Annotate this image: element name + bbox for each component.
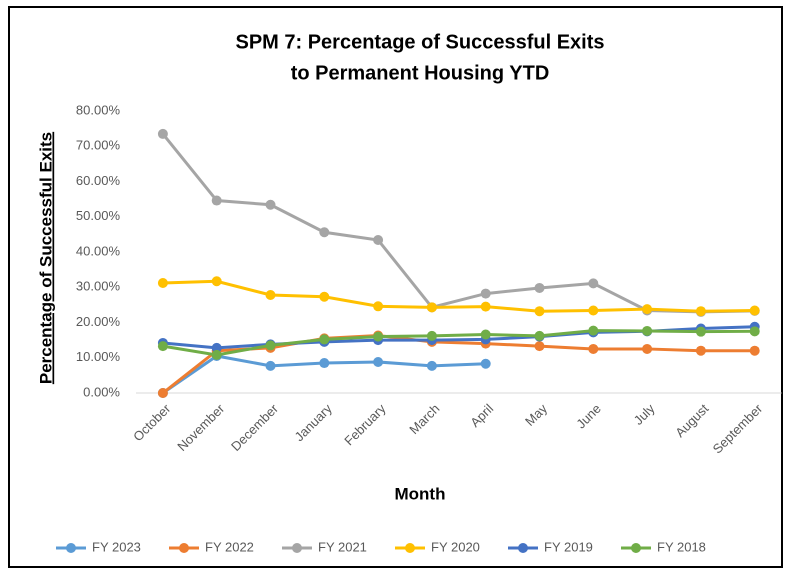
legend-marker: [66, 543, 76, 553]
data-point: [480, 288, 491, 299]
data-point: [642, 304, 653, 315]
data-point: [265, 199, 276, 210]
legend-label: FY 2022: [205, 539, 254, 554]
data-point: [211, 276, 222, 287]
data-point: [426, 330, 437, 341]
legend-marker: [292, 543, 302, 553]
y-tick-label: 30.00%: [76, 279, 121, 294]
data-point: [426, 360, 437, 371]
y-tick-label: 80.00%: [76, 102, 121, 117]
data-point: [319, 334, 330, 345]
series-line: [162, 279, 755, 313]
data-point: [373, 331, 384, 342]
data-point: [373, 301, 384, 312]
data-point: [534, 282, 545, 293]
data-point: [642, 343, 653, 354]
data-point: [211, 342, 222, 353]
chart-title: SPM 7: Percentage of Successful Exits: [235, 31, 604, 53]
data-point: [588, 325, 599, 336]
data-point: [695, 345, 706, 356]
data-point: [157, 278, 168, 289]
y-tick-label: 50.00%: [76, 208, 121, 223]
data-point: [588, 343, 599, 354]
y-tick-label: 20.00%: [76, 314, 121, 329]
y-tick-label: 10.00%: [76, 349, 121, 364]
chart-frame: [8, 6, 783, 568]
data-point: [534, 306, 545, 317]
data-point: [265, 290, 276, 301]
y-tick-label: 40.00%: [76, 243, 121, 258]
legend-marker: [405, 543, 415, 553]
data-point: [695, 306, 706, 317]
data-point: [480, 301, 491, 312]
data-point: [642, 325, 653, 336]
data-point: [534, 330, 545, 341]
data-point: [749, 326, 760, 337]
data-point: [211, 349, 222, 360]
data-point: [319, 358, 330, 369]
data-point: [480, 358, 491, 369]
legend-label: FY 2023: [92, 539, 141, 554]
data-point: [534, 341, 545, 352]
data-point: [695, 326, 706, 337]
data-point: [480, 329, 491, 340]
data-point: [588, 278, 599, 289]
data-point: [373, 235, 384, 246]
y-tick-label: 0.00%: [83, 384, 120, 399]
data-point: [319, 291, 330, 302]
x-axis-title: Month: [395, 484, 446, 503]
legend-label: FY 2021: [318, 539, 367, 554]
data-point: [749, 305, 760, 316]
data-point: [265, 340, 276, 351]
legend-marker: [631, 543, 641, 553]
y-axis-title: Percentage of Successful Exits: [36, 132, 55, 384]
data-point: [426, 302, 437, 313]
y-tick-label: 60.00%: [76, 173, 121, 188]
chart-title: to Permanent Housing YTD: [291, 62, 550, 84]
data-point: [588, 305, 599, 316]
data-point: [749, 345, 760, 356]
legend-marker: [518, 543, 528, 553]
data-point: [211, 195, 222, 206]
data-point: [157, 341, 168, 352]
y-tick-label: 70.00%: [76, 138, 121, 153]
data-point: [373, 356, 384, 367]
legend-label: FY 2020: [431, 539, 480, 554]
data-point: [157, 388, 168, 398]
data-point: [265, 360, 276, 371]
legend-label: FY 2018: [657, 539, 706, 554]
data-point: [157, 128, 168, 139]
legend-marker: [179, 543, 189, 553]
series-line: [162, 329, 755, 357]
legend-label: FY 2019: [544, 539, 593, 554]
data-point: [319, 227, 330, 238]
